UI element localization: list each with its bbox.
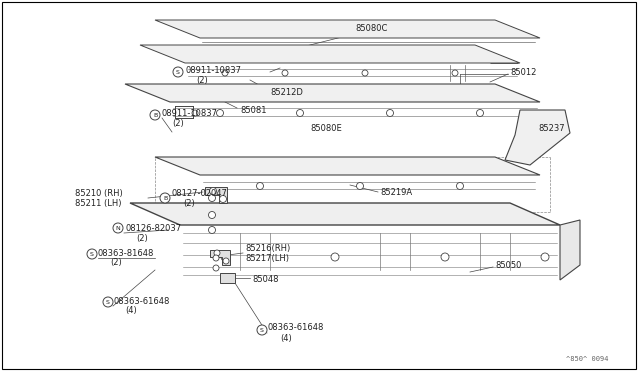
Text: S: S (260, 327, 264, 333)
Polygon shape (155, 157, 540, 175)
Polygon shape (155, 20, 540, 38)
Circle shape (356, 183, 364, 189)
Text: 08127-02047: 08127-02047 (172, 189, 228, 198)
Circle shape (87, 249, 97, 259)
Circle shape (452, 70, 458, 76)
Text: 85012: 85012 (510, 67, 536, 77)
Circle shape (213, 265, 219, 271)
Text: (2): (2) (183, 199, 195, 208)
Text: 85050: 85050 (495, 260, 522, 269)
Polygon shape (125, 84, 540, 102)
Text: 85048: 85048 (252, 276, 278, 285)
Text: 85080E: 85080E (310, 124, 342, 132)
Text: (2): (2) (172, 119, 184, 128)
Text: 85212D: 85212D (270, 87, 303, 96)
Circle shape (173, 67, 183, 77)
Text: 85219A: 85219A (380, 187, 412, 196)
Polygon shape (560, 220, 580, 280)
Text: S: S (106, 299, 110, 305)
Circle shape (220, 196, 227, 202)
Circle shape (441, 253, 449, 261)
Text: S: S (90, 251, 94, 257)
Text: 08363-61648: 08363-61648 (114, 296, 170, 305)
Circle shape (103, 297, 113, 307)
Text: 08363-81648: 08363-81648 (98, 248, 154, 257)
Polygon shape (210, 250, 230, 265)
Text: 08126-82037: 08126-82037 (125, 224, 181, 232)
Circle shape (209, 227, 216, 234)
Text: (2): (2) (196, 76, 208, 84)
Text: ^850^ 0094: ^850^ 0094 (566, 356, 608, 362)
Circle shape (222, 70, 228, 76)
Text: 08363-61648: 08363-61648 (268, 324, 324, 333)
Circle shape (331, 253, 339, 261)
Circle shape (216, 109, 223, 116)
Polygon shape (220, 273, 235, 283)
Polygon shape (140, 45, 520, 63)
Circle shape (362, 70, 368, 76)
Text: (2): (2) (136, 234, 148, 243)
Circle shape (541, 253, 549, 261)
Text: 85217(LH): 85217(LH) (245, 253, 289, 263)
Circle shape (282, 70, 288, 76)
Text: N: N (116, 225, 120, 231)
Circle shape (209, 187, 216, 195)
Text: 85210 (RH): 85210 (RH) (75, 189, 123, 198)
Text: (2): (2) (110, 259, 122, 267)
Circle shape (192, 110, 198, 116)
Polygon shape (130, 203, 560, 225)
Circle shape (209, 212, 216, 218)
Circle shape (113, 223, 123, 233)
Circle shape (456, 183, 463, 189)
Text: 85216(RH): 85216(RH) (245, 244, 291, 253)
Text: 08911-10837: 08911-10837 (185, 65, 241, 74)
Text: 85237: 85237 (538, 124, 564, 132)
Circle shape (296, 109, 303, 116)
Text: 85080C: 85080C (355, 23, 387, 32)
Text: (4): (4) (280, 334, 292, 343)
Text: 85211 (LH): 85211 (LH) (75, 199, 122, 208)
Circle shape (160, 193, 170, 203)
Circle shape (209, 195, 216, 202)
Circle shape (223, 258, 229, 264)
Circle shape (387, 109, 394, 116)
Text: (4): (4) (125, 307, 137, 315)
Circle shape (477, 109, 483, 116)
Text: 08911-10837: 08911-10837 (162, 109, 218, 118)
Circle shape (213, 255, 219, 261)
Circle shape (257, 325, 267, 335)
Text: B: B (153, 112, 157, 118)
Text: B: B (163, 196, 167, 201)
Circle shape (221, 253, 229, 261)
Polygon shape (505, 110, 570, 165)
Text: S: S (176, 70, 180, 74)
Polygon shape (205, 187, 227, 203)
Circle shape (150, 110, 160, 120)
Circle shape (257, 183, 264, 189)
Circle shape (214, 250, 220, 256)
Text: 85081: 85081 (240, 106, 266, 115)
